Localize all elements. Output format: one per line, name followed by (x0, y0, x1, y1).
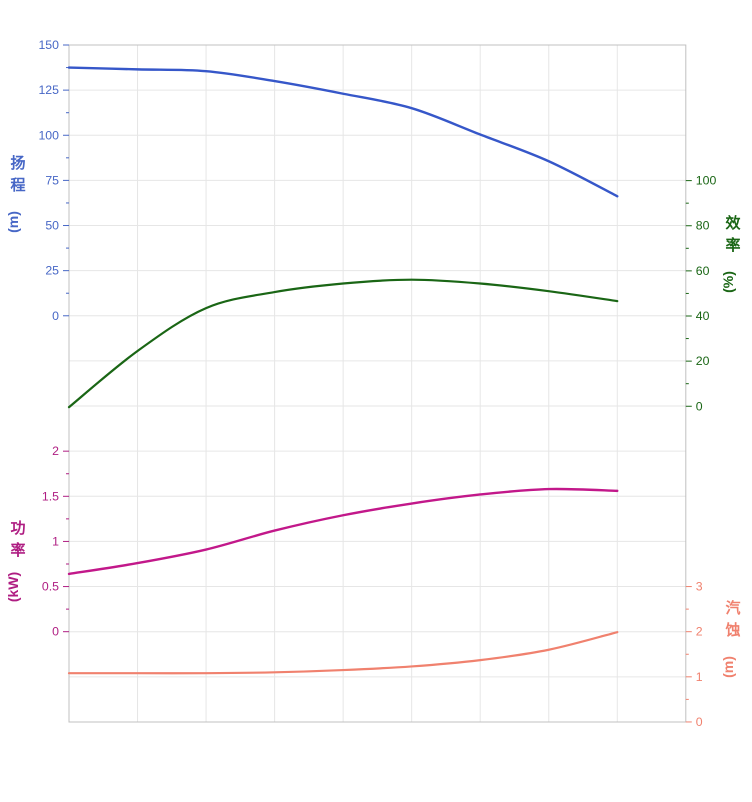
svg-text:(m): (m) (720, 656, 736, 678)
svg-text:(kW): (kW) (5, 572, 21, 602)
svg-text:功: 功 (10, 520, 25, 537)
svg-text:75: 75 (45, 173, 59, 187)
svg-text:2: 2 (696, 625, 703, 639)
svg-text:40: 40 (696, 309, 710, 323)
svg-text:125: 125 (38, 83, 59, 97)
svg-text:3: 3 (696, 580, 703, 594)
svg-text:80: 80 (696, 219, 710, 233)
svg-text:100: 100 (38, 128, 59, 142)
svg-text:2: 2 (52, 444, 59, 458)
svg-text:60: 60 (696, 264, 710, 278)
svg-text:蚀: 蚀 (724, 621, 740, 639)
svg-text:25: 25 (45, 264, 59, 278)
svg-text:0: 0 (52, 309, 59, 323)
svg-text:效: 效 (725, 214, 741, 232)
svg-text:率: 率 (10, 541, 25, 559)
svg-text:1.5: 1.5 (42, 489, 59, 503)
svg-text:0: 0 (52, 625, 59, 639)
svg-text:100: 100 (696, 174, 717, 188)
svg-text:(%): (%) (720, 271, 736, 293)
svg-text:0: 0 (696, 715, 703, 729)
svg-text:0: 0 (696, 399, 703, 413)
svg-text:150: 150 (38, 38, 59, 52)
svg-text:程: 程 (10, 177, 25, 194)
svg-text:(m): (m) (5, 211, 21, 233)
svg-text:扬: 扬 (10, 154, 25, 172)
svg-text:汽: 汽 (725, 599, 740, 617)
svg-text:20: 20 (696, 354, 710, 368)
svg-text:率: 率 (725, 236, 740, 254)
svg-text:1: 1 (696, 670, 703, 684)
svg-text:0.5: 0.5 (42, 580, 59, 594)
svg-text:50: 50 (45, 219, 59, 233)
svg-text:1: 1 (52, 534, 59, 548)
